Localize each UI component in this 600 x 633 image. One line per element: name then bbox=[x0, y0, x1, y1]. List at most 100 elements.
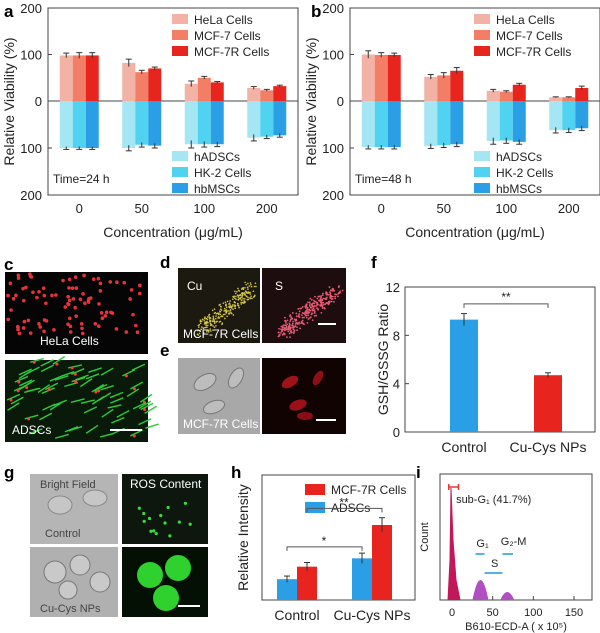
element-dot bbox=[231, 305, 234, 307]
legend-label: HK-2 Cells bbox=[496, 166, 553, 180]
cell-shape bbox=[312, 370, 324, 386]
cu-dots bbox=[196, 281, 257, 336]
element-dot bbox=[321, 292, 324, 295]
element-dot bbox=[300, 320, 303, 323]
element-dot bbox=[251, 297, 253, 300]
element-dot bbox=[225, 303, 227, 306]
element-dot bbox=[306, 309, 309, 311]
element-dot bbox=[225, 310, 228, 313]
element-dot bbox=[199, 319, 202, 322]
ros-dot bbox=[166, 505, 170, 510]
element-dot bbox=[326, 302, 329, 305]
chart-f: 0 4 8 12 GSH/GSSG Ratio Control Cu-Cys NPs ** bbox=[375, 280, 596, 455]
element-dot bbox=[204, 316, 206, 319]
cell-dot bbox=[135, 330, 140, 334]
significance-label: * bbox=[322, 534, 327, 548]
significance-bracket bbox=[286, 546, 363, 551]
element-dot bbox=[204, 317, 206, 320]
cell-dot bbox=[16, 276, 21, 280]
cell-dot bbox=[137, 291, 142, 296]
y-tick-label: 100 bbox=[322, 141, 344, 156]
element-dot bbox=[219, 320, 222, 323]
cell-streak bbox=[80, 399, 95, 404]
element-dot bbox=[309, 316, 312, 319]
bar-hbmscs bbox=[148, 101, 162, 146]
element-dot bbox=[204, 321, 207, 323]
element-dot bbox=[241, 291, 244, 294]
cell-shape bbox=[58, 580, 78, 600]
cucys-label: Cu-Cys NPs bbox=[40, 603, 101, 615]
element-dot bbox=[309, 309, 312, 312]
s-dots bbox=[277, 285, 344, 339]
element-dot bbox=[225, 306, 228, 309]
cell-streak bbox=[10, 396, 24, 405]
cell-dot bbox=[52, 328, 56, 332]
cell-streak bbox=[116, 410, 130, 418]
element-dot bbox=[239, 297, 241, 300]
legend-swatch bbox=[474, 151, 490, 161]
bar-hela-cells bbox=[247, 87, 261, 101]
element-dot bbox=[312, 309, 315, 312]
element-dot bbox=[197, 329, 199, 332]
element-dot bbox=[206, 316, 209, 318]
ros-blob bbox=[165, 555, 191, 581]
element-dot bbox=[222, 313, 225, 316]
element-dot bbox=[245, 291, 248, 293]
bar-hbmscs bbox=[85, 101, 99, 148]
element-dot bbox=[286, 319, 289, 322]
bar-mcf-7-cells bbox=[499, 91, 513, 101]
cell-streak bbox=[26, 366, 40, 375]
cell-streak bbox=[91, 383, 105, 393]
bar-mcf-7r-cells bbox=[85, 55, 99, 101]
cell-dot bbox=[17, 380, 21, 384]
bar-hk-2-cells bbox=[374, 101, 388, 148]
chart-a: 200 100 0 100 200 Relative Viability (%) Conce… bbox=[1, 1, 299, 240]
bar-hk-2-cells bbox=[437, 101, 451, 146]
cell-streak bbox=[49, 401, 63, 411]
adsc-label: ADSCs bbox=[12, 423, 51, 437]
x-tick-label: Cu-Cys NPs bbox=[333, 607, 410, 623]
cell-shape bbox=[202, 399, 226, 415]
cell-dot bbox=[82, 273, 86, 278]
element-dot bbox=[200, 320, 203, 323]
element-dot bbox=[295, 312, 298, 315]
x-tick-label: 50 bbox=[437, 201, 451, 216]
element-dot bbox=[216, 312, 219, 315]
element-dot bbox=[208, 317, 211, 320]
cell-dot bbox=[122, 280, 127, 285]
element-dot bbox=[232, 298, 234, 301]
element-dot bbox=[296, 326, 298, 329]
ros-dot bbox=[142, 511, 146, 516]
x-tick-label: Cu-Cys NPs bbox=[509, 439, 586, 455]
element-dot bbox=[206, 318, 209, 321]
d-cell-label: MCF-7R Cells bbox=[183, 327, 258, 341]
legend-label: MCF-7R Cells bbox=[194, 45, 269, 59]
hela-dots bbox=[6, 272, 142, 336]
element-dot bbox=[285, 320, 287, 323]
cell-dot bbox=[6, 317, 10, 322]
significance-bracket bbox=[306, 507, 383, 513]
element-dot bbox=[226, 300, 229, 303]
legend-label: MCF-7R Cells bbox=[496, 45, 571, 59]
element-dot bbox=[307, 312, 309, 315]
element-dot bbox=[298, 316, 301, 318]
legend-swatch bbox=[474, 14, 490, 24]
bar-hbmscs bbox=[210, 101, 224, 145]
cell-dot bbox=[66, 322, 70, 327]
bar-control bbox=[450, 319, 478, 432]
cell-streak bbox=[98, 392, 112, 401]
significance-label: ** bbox=[501, 290, 511, 304]
bar-hadscs bbox=[361, 101, 375, 148]
control-label: Control bbox=[45, 528, 80, 540]
element-dot bbox=[255, 285, 257, 288]
element-dot bbox=[315, 301, 318, 304]
bar-hela-cells bbox=[549, 97, 563, 101]
element-dot bbox=[292, 328, 295, 331]
bar-hbmscs bbox=[450, 101, 464, 145]
cell-dot bbox=[11, 296, 16, 301]
x-tick-label: 200 bbox=[256, 201, 278, 216]
element-dot bbox=[337, 295, 339, 298]
element-dot bbox=[286, 336, 288, 339]
element-dot bbox=[337, 293, 340, 295]
cell-dot bbox=[98, 289, 103, 293]
